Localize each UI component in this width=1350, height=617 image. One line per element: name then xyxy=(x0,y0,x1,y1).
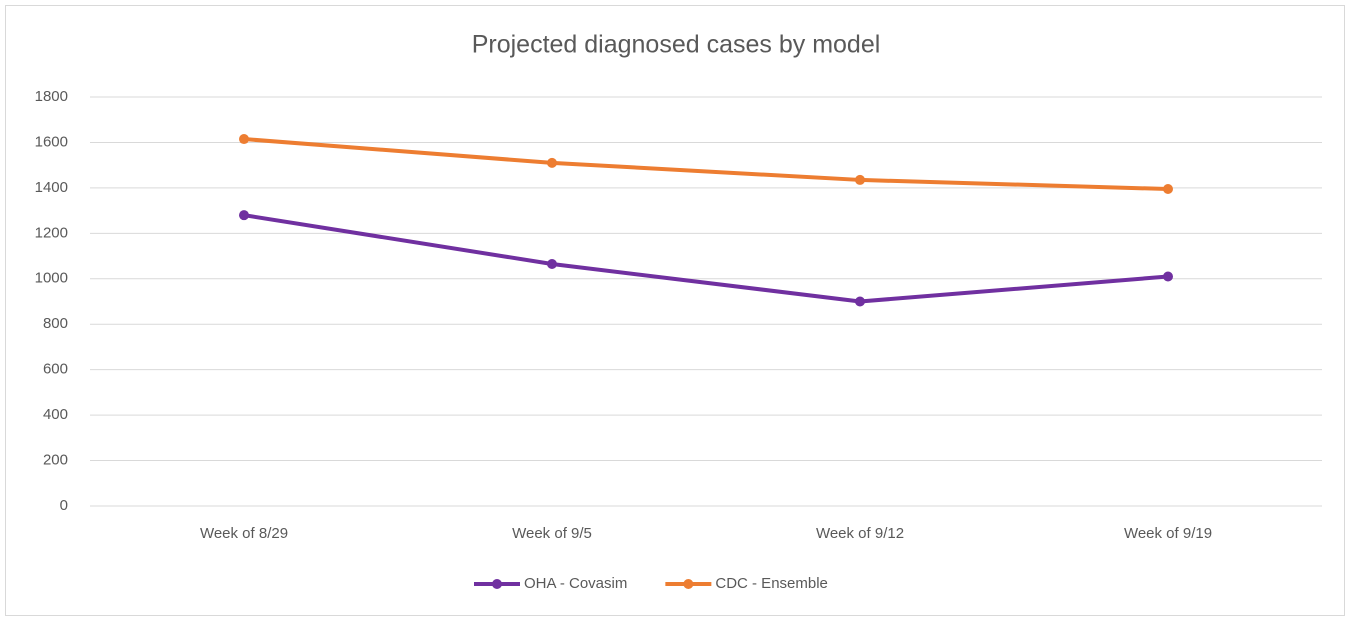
x-tick-label: Week of 8/29 xyxy=(200,525,288,542)
y-tick-label: 1800 xyxy=(35,88,68,105)
y-tick-label: 800 xyxy=(43,315,68,332)
legend-label: CDC - Ensemble xyxy=(715,575,828,592)
data-point xyxy=(239,210,249,221)
y-tick-label: 0 xyxy=(60,497,68,514)
chart-title: Projected diagnosed cases by model xyxy=(472,31,881,59)
legend-label: OHA - Covasim xyxy=(524,575,627,592)
data-point xyxy=(1163,184,1173,195)
legend-marker xyxy=(683,579,694,589)
x-tick-label: Week of 9/5 xyxy=(512,525,592,542)
y-tick-label: 1000 xyxy=(35,270,68,287)
data-point xyxy=(855,174,865,185)
data-point xyxy=(855,296,865,307)
y-tick-label: 600 xyxy=(43,361,68,378)
x-tick-label: Week of 9/19 xyxy=(1124,525,1212,542)
y-tick-label: 400 xyxy=(43,406,68,423)
data-point xyxy=(239,134,249,145)
series-line xyxy=(243,213,1169,304)
y-tick-label: 1400 xyxy=(35,179,68,196)
data-point xyxy=(547,259,557,270)
legend-marker xyxy=(492,579,502,589)
y-tick-label: 200 xyxy=(43,452,68,469)
chart-border xyxy=(5,5,1345,616)
y-tick-label: 1200 xyxy=(35,224,68,241)
data-point xyxy=(547,157,557,168)
y-tick-label: 1600 xyxy=(35,133,68,150)
x-tick-label: Week of 9/12 xyxy=(816,525,904,542)
data-point xyxy=(1163,271,1173,282)
series-line xyxy=(243,137,1169,192)
